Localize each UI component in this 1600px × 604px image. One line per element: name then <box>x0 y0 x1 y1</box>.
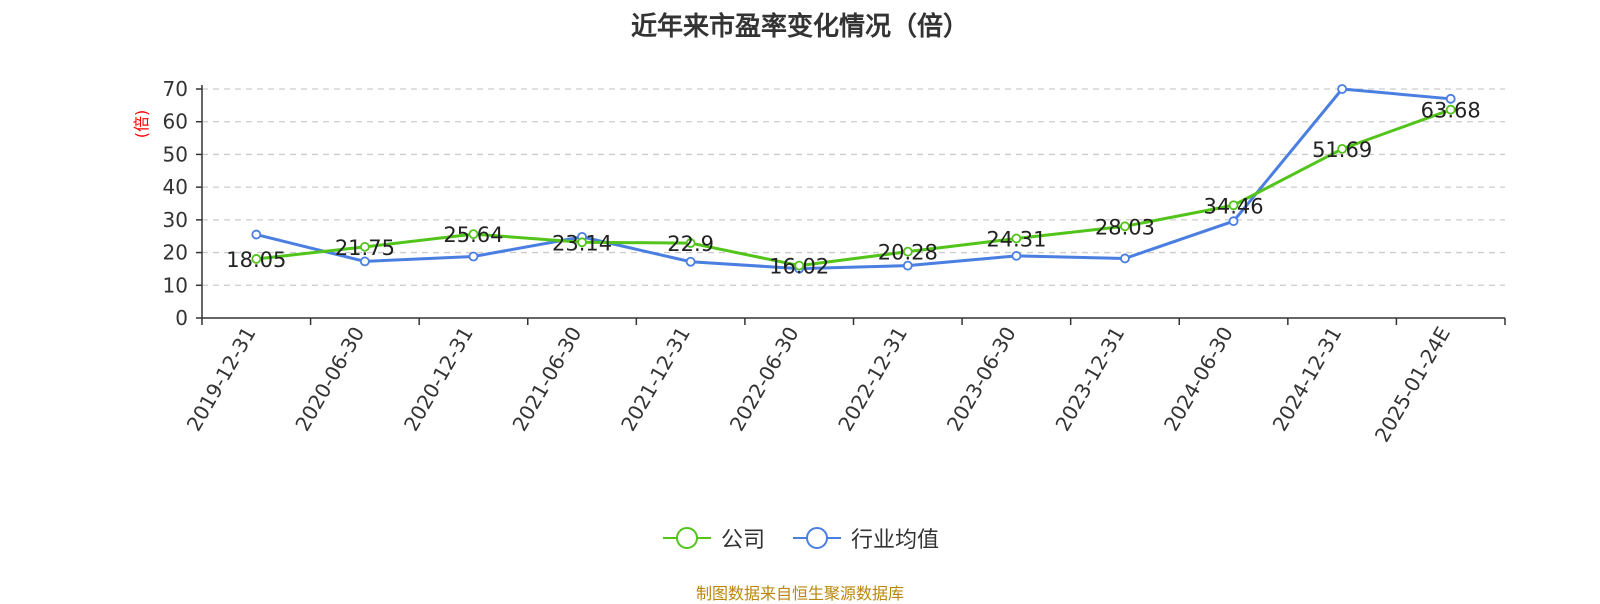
x-tick-label: 2020-12-31 <box>399 323 478 436</box>
legend-item-company[interactable]: 公司 <box>661 522 765 554</box>
pe-ratio-line-chart: 0 10 20 30 40 50 60 70 2019-12-31 2020-06-30 2020-… <box>163 77 1506 447</box>
y-tick-label: 0 <box>175 306 188 330</box>
y-tick-label: 10 <box>163 273 188 297</box>
company-data-label: 24.31 <box>986 227 1046 251</box>
x-tick-label: 2022-06-30 <box>725 323 804 436</box>
industry-data-point <box>251 229 262 240</box>
chart-title: 近年来市盈率变化情况（倍） <box>630 12 969 42</box>
y-tick-label: 40 <box>163 175 188 199</box>
industry-data-point <box>1120 253 1130 264</box>
company-data-label: 23.14 <box>552 231 612 255</box>
y-tick-label: 70 <box>163 77 188 101</box>
industry-data-point <box>468 251 479 262</box>
company-data-point <box>577 237 587 248</box>
industry-data-point <box>1445 93 1456 104</box>
legend-label-company: 公司 <box>720 528 765 553</box>
company-data-point <box>1011 233 1022 244</box>
industry-data-point <box>902 260 913 271</box>
company-data-label: 22.9 <box>667 232 714 256</box>
x-tick-label: 2021-06-30 <box>507 323 586 436</box>
data-labels: 18.05 21.75 25.64 23.14 22.9 16.02 20.28 24.31 2… <box>226 99 1481 279</box>
industry-data-point <box>1011 250 1022 261</box>
x-tick-label: 2025-01-24E <box>1370 323 1455 447</box>
y-tick-label: 20 <box>163 241 188 265</box>
company-data-point <box>794 260 805 271</box>
industry-data-point <box>685 256 696 267</box>
company-data-label: 51.69 <box>1312 138 1372 162</box>
x-tick-label: 2021-12-31 <box>616 323 695 436</box>
series-line-company <box>256 108 1452 268</box>
company-data-point <box>685 238 696 248</box>
x-tick-label: 2024-06-30 <box>1159 323 1238 436</box>
y-tick-label: 30 <box>163 208 188 232</box>
y-tick-label: 50 <box>163 142 188 166</box>
series-lines <box>251 84 1456 274</box>
industry-data-point <box>1337 84 1348 94</box>
company-data-point <box>1228 200 1239 211</box>
x-tick-label: 2023-06-30 <box>942 323 1021 436</box>
company-data-label: 21.75 <box>335 236 395 260</box>
company-data-label: 34.46 <box>1203 194 1263 218</box>
legend-company-line-circle-icon <box>662 527 711 549</box>
company-data-point <box>1445 104 1456 115</box>
company-data-point <box>902 246 913 257</box>
company-data-point <box>468 229 479 240</box>
data-source-note: 制图数据来自恒生聚源数据库 <box>695 584 904 603</box>
y-tick-label: 60 <box>163 110 188 134</box>
x-tick-label: 2024-12-31 <box>1268 323 1347 436</box>
chart-legend: 公司 行业均值 <box>0 522 1600 554</box>
company-data-label: 18.05 <box>226 248 286 272</box>
series-line-industry <box>255 87 1451 271</box>
company-data-label: 63.68 <box>1421 99 1481 123</box>
x-tick-label: 2023-12-31 <box>1050 323 1129 436</box>
legend-industry-line-circle-icon <box>793 527 841 549</box>
industry-data-point <box>359 256 370 267</box>
company-data-label: 25.64 <box>443 223 503 247</box>
legend-label-industry: 行业均值 <box>851 528 940 553</box>
company-data-label: 20.28 <box>878 241 938 265</box>
industry-data-point <box>1228 216 1239 227</box>
grid-lines <box>202 88 1505 286</box>
company-data-point <box>1120 221 1130 232</box>
company-data-label: 28.03 <box>1095 215 1155 239</box>
legend-item-industry[interactable]: 行业均值 <box>791 522 939 554</box>
x-tick-label: 2020-06-30 <box>290 323 369 436</box>
company-data-point <box>1337 143 1348 154</box>
x-tick-label: 2019-12-31 <box>182 323 261 436</box>
company-data-point <box>359 241 370 252</box>
company-data-label: 16.02 <box>769 255 829 279</box>
company-data-point <box>251 254 262 264</box>
x-tick-label: 2022-12-31 <box>833 323 912 436</box>
